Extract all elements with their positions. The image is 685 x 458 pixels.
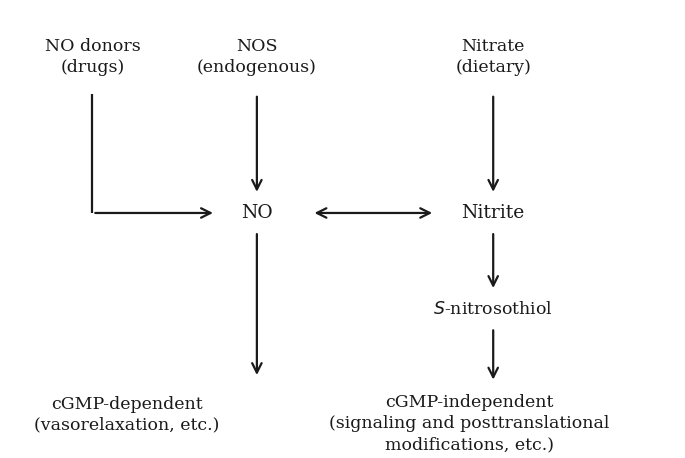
Text: Nitrate
(dietary): Nitrate (dietary) — [456, 38, 531, 76]
Text: cGMP-independent
(signaling and posttranslational
modifications, etc.): cGMP-independent (signaling and posttran… — [329, 394, 610, 453]
Text: NO: NO — [241, 204, 273, 222]
Text: cGMP-dependent
(vasorelaxation, etc.): cGMP-dependent (vasorelaxation, etc.) — [34, 396, 219, 433]
Text: Nitrite: Nitrite — [462, 204, 525, 222]
Text: NO donors
(drugs): NO donors (drugs) — [45, 38, 140, 76]
Text: $\mathit{S}$-nitrosothiol: $\mathit{S}$-nitrosothiol — [433, 300, 553, 318]
Text: NOS
(endogenous): NOS (endogenous) — [197, 38, 316, 76]
